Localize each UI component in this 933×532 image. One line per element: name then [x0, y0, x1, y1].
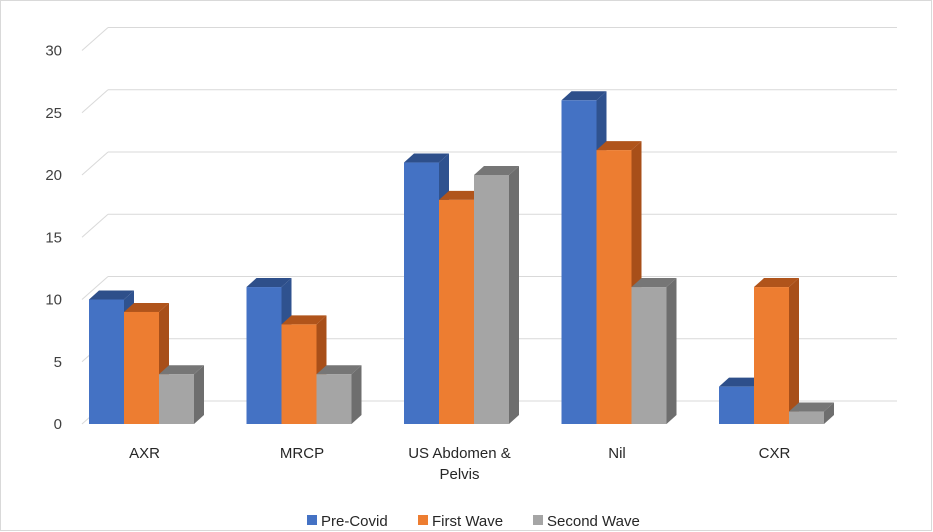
x-category-label: US Abdomen & Pelvis — [408, 445, 511, 483]
bar — [316, 365, 362, 424]
bar-top — [159, 365, 204, 375]
y-tick-label: 15 — [45, 229, 62, 246]
bar-top — [124, 302, 169, 312]
legend-item: First Wave — [418, 513, 503, 530]
bar-front — [404, 162, 439, 425]
bar-front — [631, 287, 667, 424]
bar-side — [824, 402, 834, 424]
bar — [159, 365, 204, 424]
bar — [754, 278, 799, 424]
bar-front — [316, 374, 352, 424]
bar-front — [596, 150, 632, 424]
bar-top — [596, 141, 642, 151]
bar — [789, 402, 834, 424]
bar-top — [404, 153, 449, 163]
bar-side — [351, 365, 362, 424]
legend-label: Second Wave — [547, 513, 640, 530]
legend-swatch — [418, 515, 428, 525]
bar-front — [474, 175, 509, 424]
y-tick-label: 30 — [45, 43, 62, 60]
legend-label: Pre-Covid — [321, 513, 388, 530]
bar-front — [246, 287, 282, 424]
bar-top — [281, 315, 327, 325]
x-category-label: MRCP — [280, 445, 324, 462]
bar — [246, 278, 292, 424]
y-tick-label: 20 — [45, 167, 62, 184]
bar-front — [561, 100, 597, 425]
gridline-diagonal — [81, 213, 109, 238]
bar — [89, 290, 134, 424]
legend-swatch — [307, 515, 317, 525]
x-axis-categories: AXR MRCP US Abdomen & Pelvis Nil CXR — [129, 445, 790, 483]
y-tick-label: 0 — [54, 416, 62, 433]
bar-front — [754, 287, 789, 424]
bar-front — [439, 199, 474, 424]
gridline-diagonal — [81, 276, 109, 300]
bar-front — [719, 386, 754, 424]
bar-top — [561, 91, 607, 101]
bar-side — [666, 278, 677, 424]
bar-top — [439, 190, 484, 200]
gridline-diagonal — [81, 27, 109, 51]
bar-top — [474, 166, 519, 175]
legend: Pre-Covid First Wave Second Wave — [307, 513, 640, 530]
bar-top — [754, 278, 799, 288]
x-category-label: AXR — [129, 445, 160, 462]
legend-item: Second Wave — [533, 513, 640, 530]
legend-swatch — [533, 515, 543, 525]
bar — [474, 166, 519, 424]
bars — [89, 91, 834, 425]
bar-top — [789, 402, 834, 412]
y-tick-label: 5 — [54, 354, 62, 371]
y-tick-label: 10 — [45, 292, 62, 309]
y-tick-label: 25 — [45, 105, 62, 122]
bar-front — [281, 324, 317, 424]
bar-front — [124, 311, 159, 424]
legend-label: First Wave — [432, 513, 503, 530]
bar-side — [194, 365, 204, 424]
bar-front — [789, 411, 824, 424]
x-category-label: Nil — [608, 445, 626, 462]
bar — [596, 141, 642, 424]
gridline-diagonal — [81, 151, 109, 176]
bar-top — [246, 278, 292, 288]
bar — [631, 278, 677, 424]
bar-front — [159, 374, 194, 424]
x-category-label: CXR — [759, 445, 791, 462]
legend-item: Pre-Covid — [307, 513, 388, 530]
bar-side — [509, 166, 519, 424]
bar-top — [719, 377, 764, 387]
y-axis-ticks: 0 5 10 15 20 25 30 — [45, 43, 62, 434]
bar-side — [789, 278, 799, 424]
bar-top — [631, 278, 677, 288]
gridline-diagonal — [81, 89, 109, 114]
bar-front — [89, 299, 124, 424]
bar-top — [316, 365, 362, 375]
bar-top — [89, 290, 134, 300]
